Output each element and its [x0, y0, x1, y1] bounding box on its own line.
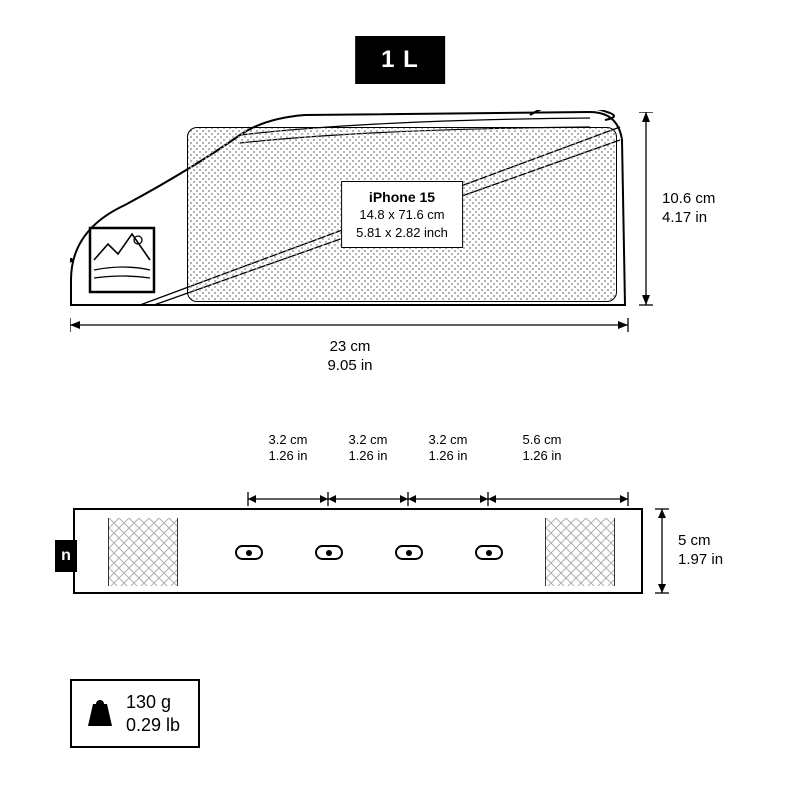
weight-g: 130 g — [126, 691, 180, 714]
eyelet-4 — [475, 545, 503, 560]
phone-overlay: iPhone 15 14.8 x 71.6 cm 5.81 x 2.82 inc… — [187, 127, 617, 302]
weight-lb: 0.29 lb — [126, 714, 180, 737]
eyelet-2 — [315, 545, 343, 560]
weight-icon — [86, 699, 114, 729]
width-dimension-line — [70, 315, 630, 335]
phone-name: iPhone 15 — [356, 188, 448, 207]
phone-size-label: iPhone 15 14.8 x 71.6 cm 5.81 x 2.82 inc… — [341, 181, 463, 249]
phone-dims-in: 5.81 x 2.82 inch — [356, 224, 448, 242]
bottom-height-label: 5 cm 1.97 in — [678, 532, 758, 570]
width-label: 23 cm 9.05 in — [70, 338, 630, 376]
gap-b-label: 3.2 cm1.26 in — [333, 432, 403, 463]
spacing-dimension-lines — [73, 462, 643, 508]
eyelet-1 — [235, 545, 263, 560]
height-dimension-line — [636, 112, 656, 307]
gap-d-label: 5.6 cm1.26 in — [507, 432, 577, 463]
gap-c-label: 3.2 cm1.26 in — [413, 432, 483, 463]
volume-badge: 1 L — [355, 36, 445, 84]
bottom-view: 3.2 cm1.26 in 3.2 cm1.26 in 3.2 cm1.26 i… — [70, 450, 660, 536]
bottom-height-dimension-line — [652, 508, 672, 594]
brand-tab: n — [55, 540, 77, 572]
eyelet-3 — [395, 545, 423, 560]
height-label: 10.6 cm 4.17 in — [662, 190, 742, 228]
phone-dims-cm: 14.8 x 71.6 cm — [356, 206, 448, 224]
strap-left — [108, 518, 178, 586]
weight-box: 130 g 0.29 lb — [70, 679, 200, 748]
side-view: iPhone 15 14.8 x 71.6 cm 5.81 x 2.82 inc… — [70, 110, 660, 330]
gap-a-label: 3.2 cm1.26 in — [253, 432, 323, 463]
strap-right — [545, 518, 615, 586]
bag-bottom-outline: n — [73, 508, 643, 594]
